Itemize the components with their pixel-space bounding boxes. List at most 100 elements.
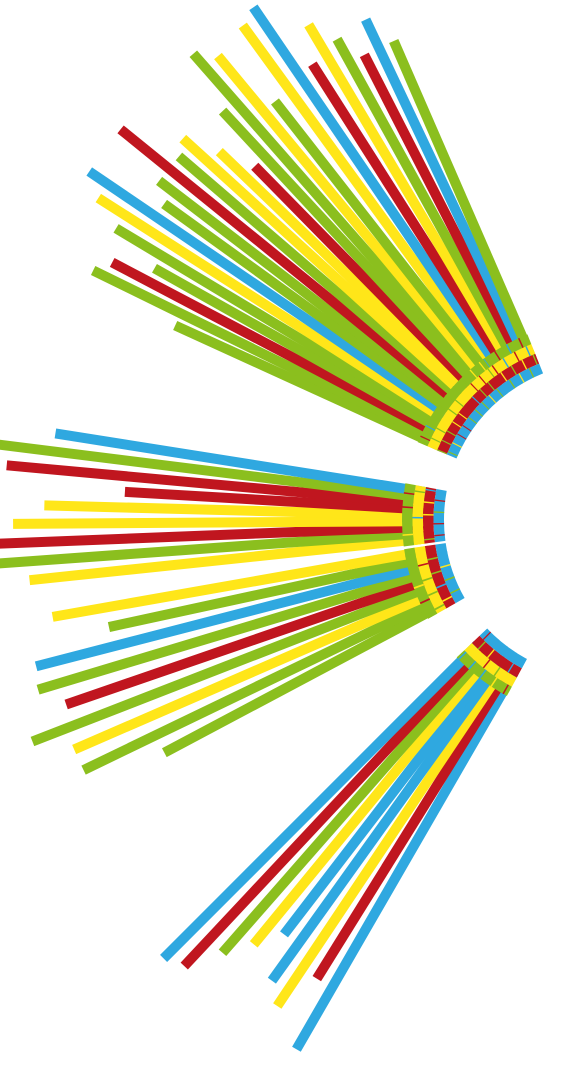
cluster-5-ring-tick [478,669,487,679]
cluster-2-ring-tick [447,451,458,457]
cluster-2-ray-5 [113,224,454,434]
cluster-4-ring-tick [408,568,420,574]
cluster-3-ring-green [401,483,416,547]
cluster-2-ring-tick [462,424,472,432]
cluster-4-ring-tick [422,576,433,582]
cluster-5-ray-7 [218,649,490,957]
cluster-5-ray-6 [249,652,495,948]
cluster-4-ring-blue [435,543,465,604]
cluster-2-ring-tick [456,433,467,440]
cluster-5-ring-tick [482,659,491,669]
cluster-4-ring-tick [419,598,431,605]
cluster-5-ray-8 [180,645,486,970]
cluster-2-ring-tick [452,442,462,448]
cluster-1-ray-4 [304,22,517,372]
cluster-4-ring-tick [405,553,416,558]
cluster-4-ring-tick [413,583,425,589]
cluster-2-ray-15 [218,107,486,395]
cluster-2-ring-tick [481,401,490,410]
cluster-2-ring-tick [471,396,481,405]
ray-layer [0,4,537,1052]
cluster-4-ring-tick [427,556,438,561]
cluster-2-ring-tick [448,408,458,416]
cluster-2-ring-tick [452,386,462,395]
cluster-1-ring-tick [493,350,501,361]
cluster-2-ring-tick [446,430,457,437]
cluster-2-ray-4 [152,263,452,439]
cluster-5-ring-tick [491,639,500,649]
cluster-5-ring-tick [520,658,527,669]
cluster-4-ring-green [404,547,438,619]
cluster-2-ring-blue [446,384,509,459]
cluster-2-ray-16 [189,50,490,391]
cluster-2-ray-9 [156,176,466,417]
cluster-3-ring-blue [433,489,447,543]
cluster-2-ray-1 [173,320,444,452]
cluster-4-ray-7 [34,559,433,672]
cluster-1-ray-5 [332,36,522,369]
cluster-4-ray-1 [161,598,449,758]
cluster-5-ring-tick [490,677,498,687]
cluster-5-ring-tick [458,651,467,660]
cluster-3-ray-5 [44,500,427,521]
cluster-3-ring-tick [423,526,434,528]
cluster-3-ray-7 [6,460,428,509]
cluster-3-ring-tick [433,522,445,525]
cluster-1-ring-tick [505,343,513,354]
cluster-3-ring-tick [402,506,413,509]
cluster-3-ring-tick [414,490,426,494]
cluster-5-ring-tick [500,646,509,656]
cluster-4-ring-tick [427,612,438,619]
cluster-5-ring-tick [477,641,486,650]
cluster-5-ring-tick [502,684,509,695]
cluster-3-ring-tick [403,492,415,496]
cluster-5-ray-4 [267,660,504,984]
cluster-2-ring-tick [479,388,488,398]
cluster-2-ring-tick [487,368,495,378]
cluster-5-ring-tick [496,656,505,666]
cluster-3-ray-2 [0,527,427,569]
cluster-2-ray-13 [215,147,479,402]
cluster-2-ring-tick [431,414,441,422]
cluster-3-ray-1 [29,533,428,586]
cluster-5-ring-tick [468,660,477,670]
cluster-2-ring-tick [474,409,484,417]
cluster-1-ring-tick [508,379,516,389]
cluster-3-ray-8 [0,439,428,504]
cluster-3-ray-6 [124,486,427,515]
cluster-1-ring-tick [525,346,531,357]
cluster-3-ray-4 [13,516,427,529]
cluster-2-ring-tick [464,404,474,412]
cluster-3-ring-tick [412,529,424,532]
cluster-5-ray-9 [160,640,482,962]
cluster-3-ray-9 [54,428,429,498]
cluster-1-ring-tick [510,365,518,376]
cluster-1-ring-tick [491,365,499,375]
cluster-4-ring-tick [431,570,442,575]
cluster-3-ring-tick [425,488,437,492]
cluster-4-ray-2 [81,591,446,775]
cluster-2-ray-10 [117,125,469,413]
cluster-5-ring-tick [482,631,492,641]
cluster-4-ray-6 [36,565,435,695]
cluster-2-ray-11 [175,152,472,410]
cluster-1-ring-tick [500,371,508,382]
cluster-4-ring-tick [442,595,453,602]
cluster-2-ring-tick [478,375,487,385]
cluster-2-ring-tick [420,435,431,442]
cluster-4-ring-tick [449,588,461,595]
cluster-2-ring-tick [462,391,471,400]
cluster-2-ring-green [417,359,490,447]
cluster-2-ring-tick [496,388,504,398]
cluster-2-ray-18 [271,98,498,385]
cluster-5-ring-blue [479,628,527,669]
cluster-2-ray-6 [95,193,457,430]
cluster-2-ring-tick [470,382,479,392]
cluster-2-ring-tick [441,439,452,446]
cluster-5-ray-3 [273,663,509,1009]
cluster-3-ring-tick [423,513,434,516]
cluster-1-ring-tick [513,351,520,362]
cluster-2-ring-tick [430,437,441,444]
cluster-5-ring-tick [507,663,515,673]
cluster-1-ray-8 [389,39,537,361]
